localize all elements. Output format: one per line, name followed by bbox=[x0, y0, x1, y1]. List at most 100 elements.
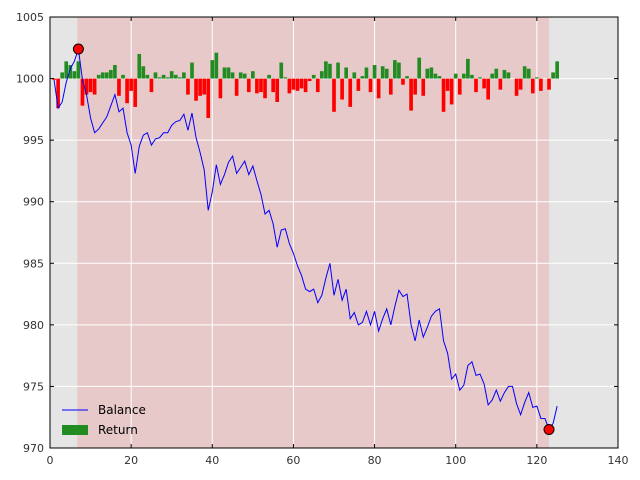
return-bar bbox=[157, 77, 162, 79]
return-bar bbox=[348, 78, 353, 107]
plot-frame bbox=[49, 16, 619, 449]
return-bar bbox=[295, 78, 300, 91]
return-bar bbox=[56, 78, 60, 109]
return-bar bbox=[141, 66, 146, 79]
return-bar bbox=[178, 77, 182, 79]
legend-label-balance: Balance bbox=[98, 403, 146, 417]
x-tick-label: 60 bbox=[286, 454, 300, 467]
return-bar bbox=[433, 73, 438, 79]
return-bar bbox=[417, 57, 422, 79]
x-tick-label: 80 bbox=[368, 454, 382, 467]
return-bar bbox=[397, 62, 401, 79]
return-bar bbox=[275, 78, 280, 102]
return-bar bbox=[518, 78, 523, 90]
legend: Balance Return bbox=[62, 403, 146, 437]
y-tick-label: 1000 bbox=[16, 73, 44, 86]
y-tick-label: 975 bbox=[23, 380, 44, 393]
return-bar bbox=[530, 78, 535, 94]
return-bar bbox=[340, 78, 344, 100]
return-bar bbox=[364, 67, 369, 79]
return-bar bbox=[222, 67, 227, 79]
return-bar bbox=[449, 78, 454, 105]
return-bar bbox=[336, 62, 340, 79]
return-bar bbox=[494, 68, 499, 79]
return-bar bbox=[283, 77, 288, 79]
return-bar bbox=[80, 78, 85, 106]
return-bar bbox=[52, 78, 56, 80]
return-bar bbox=[84, 78, 89, 95]
x-tick-label: 40 bbox=[205, 454, 219, 467]
return-bar bbox=[214, 52, 219, 79]
y-tick-label: 985 bbox=[23, 257, 44, 270]
return-bar bbox=[502, 69, 507, 79]
return-bar bbox=[490, 73, 495, 79]
return-bar bbox=[64, 61, 69, 79]
return-bar bbox=[251, 71, 255, 79]
return-bar bbox=[271, 78, 275, 93]
return-bar bbox=[303, 78, 308, 93]
return-bar bbox=[535, 77, 539, 79]
return-bar bbox=[279, 62, 284, 79]
return-bar bbox=[100, 72, 105, 79]
return-bar bbox=[413, 78, 417, 95]
return-bar bbox=[555, 61, 559, 79]
extreme-marker bbox=[543, 424, 555, 436]
x-tick-label: 100 bbox=[445, 454, 466, 467]
return-bar bbox=[60, 72, 64, 79]
return-bar bbox=[474, 78, 478, 93]
y-tick-label: 990 bbox=[23, 196, 44, 209]
y-tick-label: 1005 bbox=[16, 11, 44, 24]
legend-label-return: Return bbox=[98, 423, 138, 437]
legend-swatch-return bbox=[62, 425, 88, 435]
return-bar bbox=[194, 78, 198, 101]
return-bar bbox=[88, 78, 93, 93]
return-bar bbox=[242, 73, 247, 79]
return-bar bbox=[133, 78, 138, 107]
return-bar bbox=[405, 76, 409, 79]
return-bar bbox=[344, 67, 348, 79]
return-bar bbox=[246, 78, 251, 93]
return-bar bbox=[109, 69, 113, 79]
return-bar bbox=[437, 76, 442, 79]
return-bar bbox=[226, 67, 231, 79]
return-bar bbox=[198, 78, 202, 96]
return-bar bbox=[96, 74, 101, 79]
x-tick-label: 0 bbox=[47, 454, 54, 467]
return-bar bbox=[470, 74, 474, 79]
return-bar bbox=[360, 76, 365, 79]
return-bar bbox=[230, 72, 235, 79]
return-bar bbox=[356, 78, 361, 91]
return-bar bbox=[255, 78, 259, 94]
return-bar bbox=[190, 62, 194, 79]
return-bar bbox=[409, 78, 413, 111]
return-bar bbox=[482, 78, 486, 89]
return-bar bbox=[457, 78, 462, 95]
return-bar bbox=[441, 78, 446, 112]
return-bar bbox=[311, 74, 316, 79]
return-bar bbox=[526, 68, 531, 79]
return-bar bbox=[202, 78, 206, 95]
plot-area bbox=[49, 16, 619, 449]
y-tick-label: 995 bbox=[23, 134, 44, 147]
return-bar bbox=[186, 78, 190, 95]
return-bar bbox=[287, 78, 292, 94]
balance-line bbox=[53, 48, 558, 431]
return-bar bbox=[92, 78, 97, 95]
x-tick-label: 140 bbox=[608, 454, 629, 467]
return-bar bbox=[401, 78, 405, 85]
return-bar bbox=[486, 78, 490, 100]
return-bar bbox=[388, 78, 393, 95]
return-bar bbox=[429, 67, 434, 79]
return-bar bbox=[165, 77, 170, 79]
return-bar bbox=[320, 71, 324, 79]
return-bar bbox=[372, 65, 377, 79]
y-tick-label: 970 bbox=[23, 442, 44, 455]
y-tick-label: 980 bbox=[23, 319, 44, 332]
return-bar bbox=[267, 74, 271, 79]
return-bar bbox=[328, 63, 332, 79]
return-bar bbox=[307, 78, 312, 82]
return-bar bbox=[137, 53, 142, 79]
y-axis: 970 975 980 985 990 995 1000 1005 bbox=[16, 11, 618, 455]
x-tick-label: 20 bbox=[124, 454, 138, 467]
